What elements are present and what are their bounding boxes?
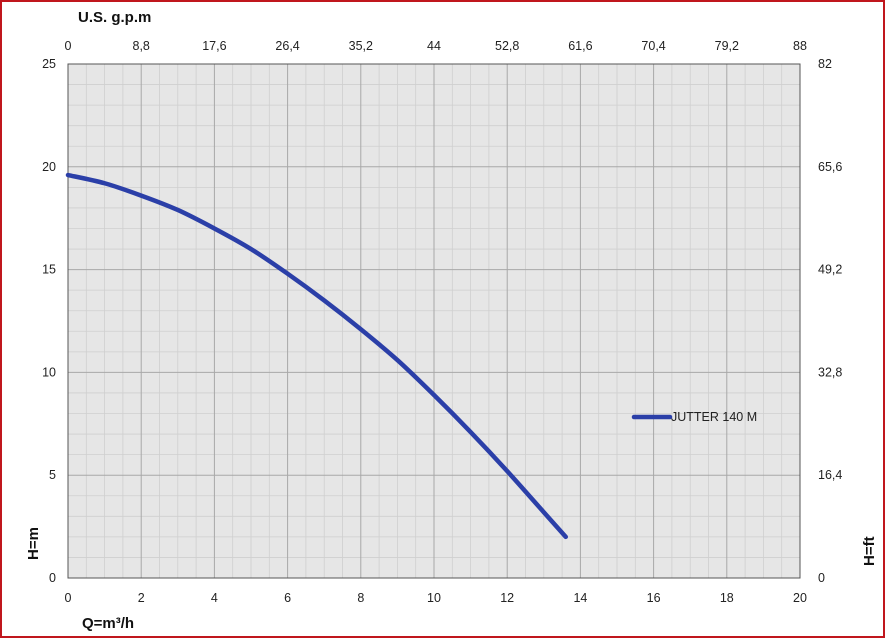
x-top-tick-label: 35,2 (349, 39, 373, 53)
legend-label: JUTTER 140 M (671, 410, 757, 424)
x-top-tick-label: 52,8 (495, 39, 519, 53)
x-top-tick-label: 88 (793, 39, 807, 53)
series-line-jutter-140-m (65, 172, 569, 540)
x-bottom-tick-label: 6 (284, 591, 291, 605)
x-bottom-tick-label: 4 (211, 591, 218, 605)
y-right-axis-title: H=ft (861, 536, 878, 566)
x-top-axis-title: U.S. g.p.m (78, 9, 151, 26)
x-bottom-tick-label: 10 (427, 591, 441, 605)
legend: JUTTER 140 M (631, 410, 757, 424)
x-bottom-tick-label: 12 (500, 591, 514, 605)
x-top-tick-label: 70,4 (641, 39, 665, 53)
y-left-tick-label: 15 (42, 263, 56, 277)
x-bottom-tick-labels: 0 2 4 6 8 10 12 14 16 18 20 (65, 591, 807, 605)
plot-border (67, 63, 801, 579)
x-top-tick-label: 8,8 (133, 39, 150, 53)
x-top-tick-label: 0 (65, 39, 72, 53)
x-top-tick-label: 79,2 (715, 39, 739, 53)
y-right-tick-label: 16,4 (818, 468, 842, 482)
x-top-tick-label: 61,6 (568, 39, 592, 53)
x-bottom-tick-label: 2 (138, 591, 145, 605)
x-top-tick-label: 44 (427, 39, 441, 53)
series-layer (65, 172, 569, 540)
x-bottom-tick-label: 14 (573, 591, 587, 605)
y-left-tick-label: 5 (49, 468, 56, 482)
x-top-tick-label: 17,6 (202, 39, 226, 53)
x-top-tick-label: 26,4 (275, 39, 299, 53)
x-bottom-axis-title: Q=m³/h (82, 615, 134, 632)
y-right-tick-label: 32,8 (818, 365, 842, 379)
y-right-tick-label: 65,6 (818, 160, 842, 174)
x-bottom-tick-label: 18 (720, 591, 734, 605)
y-right-tick-label: 82 (818, 57, 832, 71)
y-right-tick-label: 49,2 (818, 263, 842, 277)
y-left-tick-label: 10 (42, 365, 56, 379)
y-right-tick-label: 0 (818, 571, 825, 585)
x-bottom-tick-label: 20 (793, 591, 807, 605)
y-right-tick-labels: 0 16,4 32,8 49,2 65,6 82 (818, 57, 842, 585)
y-left-axis-title: H=m (25, 527, 42, 560)
y-left-tick-labels: 0 5 10 15 20 25 (42, 57, 56, 585)
x-top-tick-labels: 0 8,8 17,6 26,4 35,2 44 52,8 61,6 70,4 79,2 88 (65, 39, 807, 53)
y-left-tick-label: 0 (49, 571, 56, 585)
y-left-tick-label: 25 (42, 57, 56, 71)
x-bottom-tick-label: 8 (357, 591, 364, 605)
y-left-tick-label: 20 (42, 160, 56, 174)
x-bottom-tick-label: 16 (647, 591, 661, 605)
x-bottom-tick-label: 0 (65, 591, 72, 605)
